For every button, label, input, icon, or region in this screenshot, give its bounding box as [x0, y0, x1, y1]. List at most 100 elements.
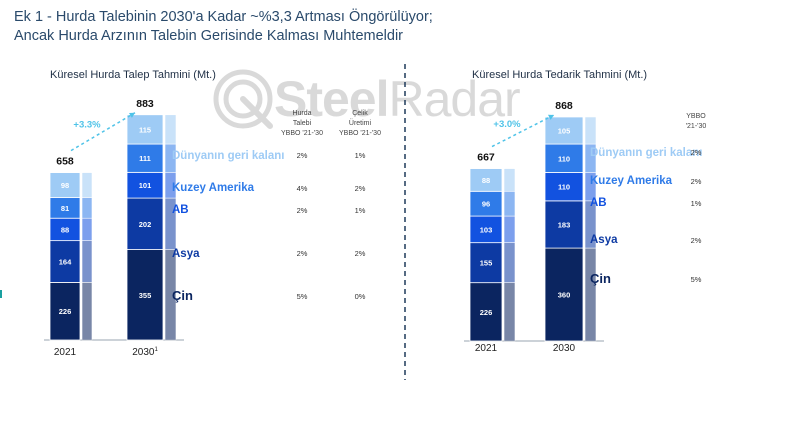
bar-shadow-segment	[503, 282, 516, 342]
total-label: 667	[477, 152, 495, 164]
bar-segment	[126, 143, 164, 173]
data-label: 164	[59, 258, 72, 267]
legend-label: Çin	[590, 271, 611, 286]
cagr-value: 1%	[691, 199, 702, 208]
growth-arrow-head	[548, 114, 554, 120]
legend-label: Dünyanın geri kalanı	[172, 150, 284, 162]
chart-title: Küresel Hurda Talep Tahmini (Mt.)	[50, 69, 216, 81]
data-label: 115	[139, 125, 151, 134]
legend-label: Kuzey Amerika	[172, 182, 255, 194]
cagr-value: 2%	[691, 236, 702, 245]
bar-segment	[469, 168, 503, 192]
data-label: 103	[480, 225, 493, 234]
data-label: 110	[558, 154, 570, 163]
total-label: 658	[56, 156, 74, 168]
steelradar-wordmark: SteelRadar	[274, 71, 521, 127]
category-label: 2021	[475, 343, 498, 354]
column-header-text: Çelik	[352, 110, 368, 117]
steel-cagr-value: 1%	[355, 151, 366, 160]
cagr-value: 5%	[297, 292, 308, 301]
cagr-value: 2%	[297, 151, 308, 160]
page-title: Ek 1 - Hurda Talebinin 2030'a Kadar ~%3,…	[14, 8, 433, 46]
bar-shadow-segment	[81, 217, 93, 241]
total-label: 868	[555, 100, 573, 112]
data-label: 226	[480, 308, 493, 317]
data-label: 98	[61, 181, 69, 190]
data-label: 226	[59, 307, 72, 316]
data-label: 88	[482, 176, 490, 185]
data-label: 96	[482, 200, 490, 209]
data-label: 355	[139, 291, 152, 300]
category-label: 20301	[132, 347, 158, 358]
bar-shadow-segment	[164, 114, 177, 145]
bar-segment	[469, 190, 503, 217]
bar-shadow-segment	[81, 282, 93, 341]
steel-cagr-value: 1%	[355, 206, 366, 215]
legend-label: AB	[172, 204, 189, 216]
data-label: 111	[139, 154, 151, 163]
column-header-text: YBBO '21-'30	[281, 130, 323, 137]
bar-shadow-segment	[503, 215, 516, 243]
growth-label: +3.3%	[73, 120, 101, 131]
data-label: 360	[558, 291, 571, 300]
cagr-value: 2%	[297, 249, 308, 258]
footnote-marker: 1	[154, 347, 158, 353]
bar-segment	[49, 282, 81, 341]
data-label: 155	[480, 259, 493, 268]
column-header-text: Hurda	[292, 110, 311, 117]
growth-label: +3.0%	[493, 119, 521, 130]
cagr-value: 4%	[297, 184, 308, 193]
data-label: 105	[558, 127, 571, 136]
steel-cagr-value: 0%	[355, 292, 366, 301]
bar-segment	[544, 172, 584, 202]
bar-shadow-segment	[81, 172, 93, 198]
bar-segment	[544, 116, 584, 145]
column-header-text: YBBO '21-'30	[339, 130, 381, 137]
steel-cagr-value: 2%	[355, 184, 366, 193]
growth-arrow-line	[70, 112, 136, 152]
growth-arrow-head	[129, 112, 135, 118]
bar-shadow-segment	[503, 168, 516, 192]
steel-cagr-value: 2%	[355, 249, 366, 258]
column-header-text: '21-'30	[686, 123, 707, 130]
legend-label: Kuzey Amerika	[590, 175, 673, 187]
category-label: 2030	[553, 343, 576, 354]
bar-segment	[469, 282, 503, 342]
cagr-value: 2%	[691, 148, 702, 157]
bar-segment	[126, 114, 164, 145]
category-label: 2021	[54, 347, 77, 358]
chart-title: Küresel Hurda Tedarik Tahmini (Mt.)	[472, 69, 647, 81]
legend-label: Asya	[590, 234, 618, 246]
bar-segment	[469, 242, 503, 284]
legend-label: Asya	[172, 248, 200, 260]
bar-shadow-segment	[81, 197, 93, 219]
legend-label: Çin	[172, 288, 193, 303]
bar-shadow-segment	[503, 191, 516, 217]
cagr-value: 2%	[297, 206, 308, 215]
steelradar-watermark: SteelRadar	[212, 68, 521, 130]
title-line-2: Ancak Hurda Arzının Talebin Gerisinde Ka…	[14, 28, 404, 44]
bar-segment	[469, 215, 503, 244]
bar-shadow-segment	[81, 240, 93, 283]
cagr-value: 2%	[691, 177, 702, 186]
bar-shadow-segment	[503, 242, 516, 283]
column-header-text: YBBO	[686, 113, 706, 120]
bar-segment	[126, 249, 164, 341]
data-label: 202	[139, 220, 152, 229]
steelradar-logo-icon	[213, 69, 273, 129]
data-label: 183	[558, 220, 571, 229]
bar-segment	[49, 240, 81, 283]
legend-label: Dünyanın geri kalanı	[590, 147, 702, 159]
cagr-value: 5%	[691, 275, 702, 284]
bar-segment	[544, 247, 584, 342]
data-label: 88	[61, 225, 69, 234]
data-label: 110	[558, 183, 570, 192]
bar-shadow-segment	[584, 247, 597, 342]
bar-segment	[49, 172, 81, 198]
bar-shadow-segment	[584, 116, 597, 145]
data-label: 81	[61, 204, 69, 213]
column-header-text: Talebi	[293, 120, 312, 127]
data-label: 101	[139, 181, 152, 190]
bar-segment	[544, 143, 584, 173]
